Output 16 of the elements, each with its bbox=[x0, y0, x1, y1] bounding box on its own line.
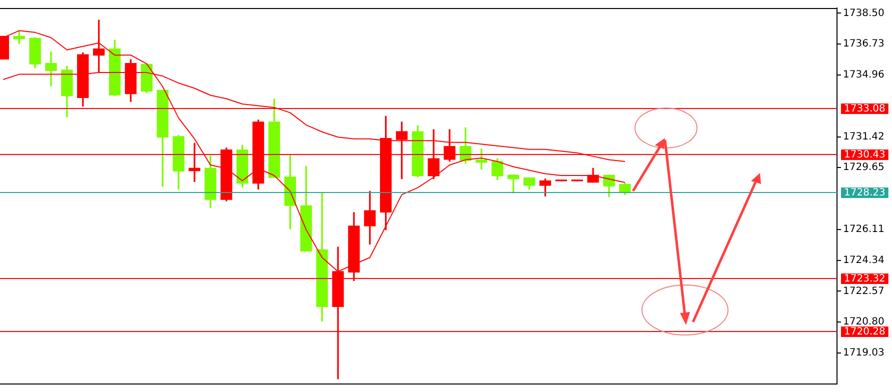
y-tick-label: 1719.03 bbox=[843, 348, 884, 359]
y-tick-label: 1729.65 bbox=[843, 162, 884, 174]
y-tick-label: 1734.96 bbox=[843, 70, 884, 81]
y-tick-label: 1731.42 bbox=[843, 131, 884, 142]
ref-line-label: 1733.08 bbox=[844, 104, 886, 115]
candlestick bbox=[476, 148, 488, 170]
y-tick-label: 1722.57 bbox=[843, 286, 884, 297]
ref-line-label: 1720.28 bbox=[844, 326, 886, 338]
y-tick-label: 1724.34 bbox=[843, 254, 884, 266]
y-tick-label: 1738.50 bbox=[843, 8, 884, 19]
ref-line-label: 1728.23 bbox=[844, 188, 886, 199]
y-tick-label: 1736.73 bbox=[843, 38, 884, 50]
ref-line-label: 1723.32 bbox=[844, 274, 886, 285]
ref-line-label: 1730.43 bbox=[844, 150, 886, 161]
y-tick-label: 1720.80 bbox=[843, 316, 884, 328]
y-tick-label: 1726.11 bbox=[843, 224, 884, 236]
